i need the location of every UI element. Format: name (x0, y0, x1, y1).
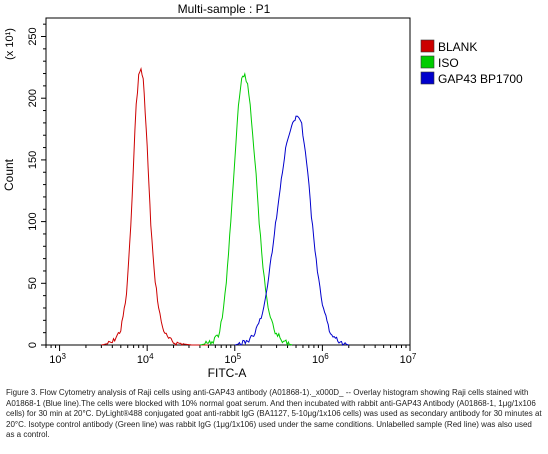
plot-frame (45, 17, 411, 346)
series-layer (101, 66, 349, 347)
x-tick-label: 107 (400, 352, 417, 366)
series-line-gap43-bp1700 (234, 115, 349, 346)
legend-label: ISO (438, 56, 459, 70)
series-line-iso (199, 71, 293, 347)
legend-swatch (420, 71, 435, 85)
legend-label: BLANK (438, 40, 477, 54)
x-tick-label: 104 (137, 352, 154, 366)
figure-caption: Figure 3. Flow Cytometry analysis of Raj… (6, 388, 542, 439)
flow-cytometry-chart: Multi-sample : P1 FITC-A Count (x 10¹) 1… (2, 2, 523, 380)
x-tick-label: 103 (49, 352, 66, 366)
x-tick-exponent: 5 (237, 352, 242, 361)
x-tick-exponent: 7 (412, 352, 417, 361)
y-tick-label: 100 (27, 212, 39, 230)
series-line-blank (101, 66, 209, 346)
y-axis-multiplier: (x 10¹) (4, 28, 16, 60)
tick-layer: 103 104 105 106 107 0 50 100 150 200 250 (27, 23, 417, 366)
legend: BLANK ISO GAP43 BP1700 (420, 39, 523, 86)
legend-swatch (420, 55, 435, 69)
x-tick-exponent: 4 (149, 352, 154, 361)
x-tick-exponent: 6 (324, 352, 329, 361)
legend-swatch (420, 39, 435, 53)
y-axis-label: Count (2, 158, 16, 191)
y-tick-label: 150 (27, 151, 39, 169)
x-tick-label: 105 (224, 352, 241, 366)
histogram-svg: Multi-sample : P1 FITC-A Count (x 10¹) 1… (2, 2, 523, 380)
y-tick-label: 250 (27, 27, 39, 45)
y-tick-label: 0 (27, 342, 39, 348)
x-tick-label: 106 (312, 352, 329, 366)
y-tick-label: 50 (27, 277, 39, 289)
y-tick-label: 200 (27, 89, 39, 107)
x-axis-label: FITC-A (208, 366, 247, 380)
chart-title: Multi-sample : P1 (178, 2, 271, 16)
x-tick-exponent: 3 (61, 352, 66, 361)
legend-label: GAP43 BP1700 (438, 72, 523, 86)
